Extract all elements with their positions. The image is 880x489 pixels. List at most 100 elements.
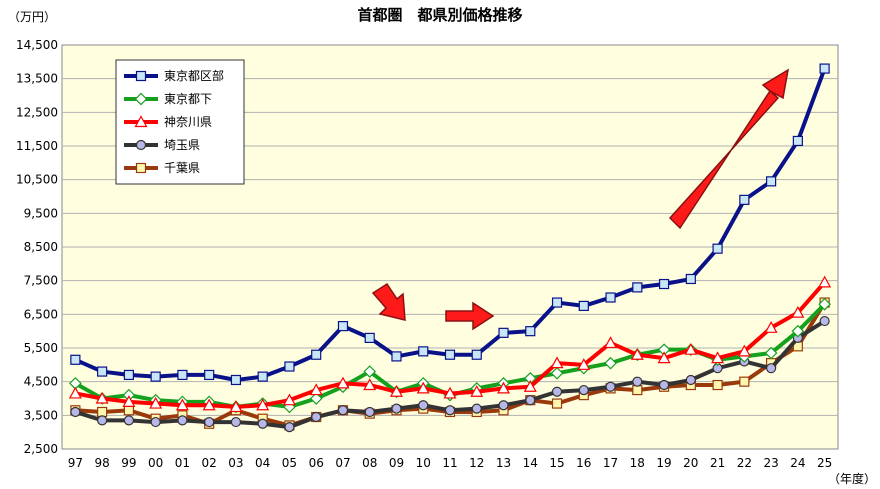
x-tick-label: 03 (228, 456, 243, 470)
legend-label: 東京都区部 (164, 68, 224, 83)
data-point (363, 365, 377, 378)
data-point (309, 392, 323, 405)
data-point (551, 297, 563, 308)
data-point (550, 366, 564, 380)
x-tick-label: 21 (710, 456, 725, 470)
x-tick-label: 07 (335, 456, 350, 470)
x-tick-label: 19 (656, 456, 671, 470)
data-point (766, 363, 777, 374)
data-point (471, 403, 482, 414)
x-tick-label: 13 (496, 456, 511, 470)
data-point (791, 324, 805, 338)
data-point (284, 361, 295, 372)
legend-item: 神奈川県 (124, 115, 212, 129)
data-point (578, 300, 589, 312)
data-point (256, 398, 270, 411)
legend-item: 埼玉県 (124, 138, 200, 152)
data-point (764, 346, 778, 360)
data-point (443, 386, 457, 399)
y-tick-labels: 2,500 3,500 4,500 5,500 6,500 7,500 8,500 9,500… (16, 38, 58, 456)
data-point (123, 369, 134, 381)
data-point (657, 351, 671, 364)
data-point (389, 385, 403, 397)
data-point (737, 344, 751, 357)
data-point (819, 315, 830, 327)
y-tick-label: 14,500 (16, 38, 58, 52)
data-point (418, 400, 429, 411)
legend-marker (135, 162, 147, 174)
data-point (204, 416, 215, 428)
data-point (95, 391, 109, 404)
x-tick-label: 98 (94, 456, 109, 470)
data-point (471, 349, 482, 360)
data-point (712, 243, 723, 254)
y-tick-label: 13,500 (16, 72, 58, 86)
legend-marker (134, 115, 148, 128)
data-point (819, 63, 830, 74)
y-tick-label: 12,500 (16, 105, 58, 119)
plot-area: 2,500 3,500 4,500 5,500 6,500 7,500 8,500 9,500… (16, 38, 839, 470)
x-tick-label: 99 (121, 456, 136, 470)
x-tick-label: 10 (416, 456, 431, 470)
data-point (418, 346, 429, 357)
data-point (551, 386, 563, 397)
data-point (658, 278, 670, 290)
x-tick-label: 17 (603, 456, 618, 470)
data-point (498, 327, 509, 338)
data-point (604, 336, 618, 349)
y-tick-label: 6,500 (24, 307, 58, 321)
data-point (202, 398, 216, 411)
data-point (257, 371, 268, 382)
data-point (229, 400, 243, 413)
data-point (632, 376, 643, 387)
series-1 (70, 63, 830, 386)
y-tick-label: 11,500 (16, 139, 58, 153)
data-point (444, 405, 456, 416)
data-point (282, 393, 296, 406)
x-tick-label: 04 (255, 456, 270, 470)
data-point (525, 395, 536, 406)
data-point (311, 411, 322, 423)
data-point (578, 384, 589, 396)
y-tick-label: 3,500 (24, 408, 58, 422)
legend-marker (134, 92, 148, 106)
data-point (791, 305, 805, 318)
data-point (336, 376, 350, 389)
data-point (97, 366, 108, 377)
data-point (204, 369, 215, 381)
x-tick-label: 24 (790, 456, 805, 470)
data-point (150, 371, 161, 382)
y-tick-label: 2,500 (24, 442, 58, 456)
data-point (309, 383, 323, 396)
x-tick-label: 97 (68, 456, 83, 470)
data-point (68, 386, 82, 399)
data-point (818, 275, 832, 288)
data-point (658, 379, 670, 391)
x-tick-label: 23 (763, 456, 778, 470)
data-point (337, 321, 349, 332)
legend-item: 千葉県 (124, 161, 200, 175)
x-axis-label: （年度） (828, 471, 876, 486)
data-point (818, 297, 831, 311)
chart-title: 首都圏 都県別価格推移 (357, 6, 522, 24)
legend-marker (135, 70, 147, 82)
y-tick-label: 9,500 (24, 206, 58, 220)
x-tick-label: 06 (309, 456, 324, 470)
data-point (123, 415, 134, 426)
data-point (632, 384, 643, 396)
data-point (177, 415, 188, 426)
data-point (604, 356, 617, 370)
data-point (498, 400, 509, 411)
data-point (605, 381, 616, 392)
x-tick-labels: 97 98 99 00 01 02 03 04 05 06 07 08 09 10 11 12 13 14 15 16… (68, 456, 833, 470)
legend-item: 東京都下 (124, 92, 212, 106)
data-point (364, 406, 375, 418)
legend-label: 千葉県 (164, 161, 200, 175)
trend-arrow-up-icon (668, 68, 790, 230)
data-point (444, 349, 456, 360)
data-point (739, 194, 750, 205)
data-point (363, 378, 377, 391)
series-group (68, 63, 832, 433)
